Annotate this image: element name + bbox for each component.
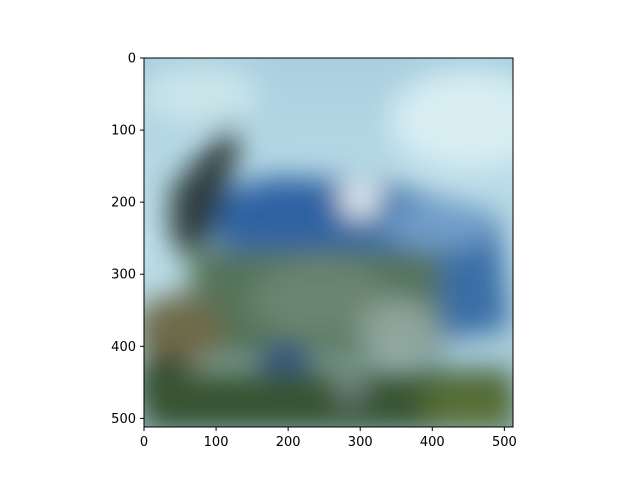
x-tick-label: 0 bbox=[140, 435, 148, 450]
x-axis: 0 100 200 300 400 500 bbox=[140, 427, 517, 450]
y-tick-label: 0 bbox=[128, 52, 136, 67]
y-tick-label: 100 bbox=[111, 124, 136, 139]
y-tick-label: 200 bbox=[111, 196, 136, 211]
x-tick-label: 200 bbox=[276, 435, 301, 450]
x-tick-label: 500 bbox=[492, 435, 517, 450]
y-tick-label: 300 bbox=[111, 268, 136, 283]
x-tick-label: 100 bbox=[204, 435, 229, 450]
y-tick-label: 500 bbox=[111, 412, 136, 427]
x-tick-label: 400 bbox=[420, 435, 445, 450]
photo-image bbox=[144, 58, 513, 427]
x-tick-label: 300 bbox=[348, 435, 373, 450]
axes-frame bbox=[143, 57, 514, 428]
y-axis: 0 100 200 300 400 500 bbox=[111, 52, 144, 427]
y-tick-label: 400 bbox=[111, 340, 136, 355]
